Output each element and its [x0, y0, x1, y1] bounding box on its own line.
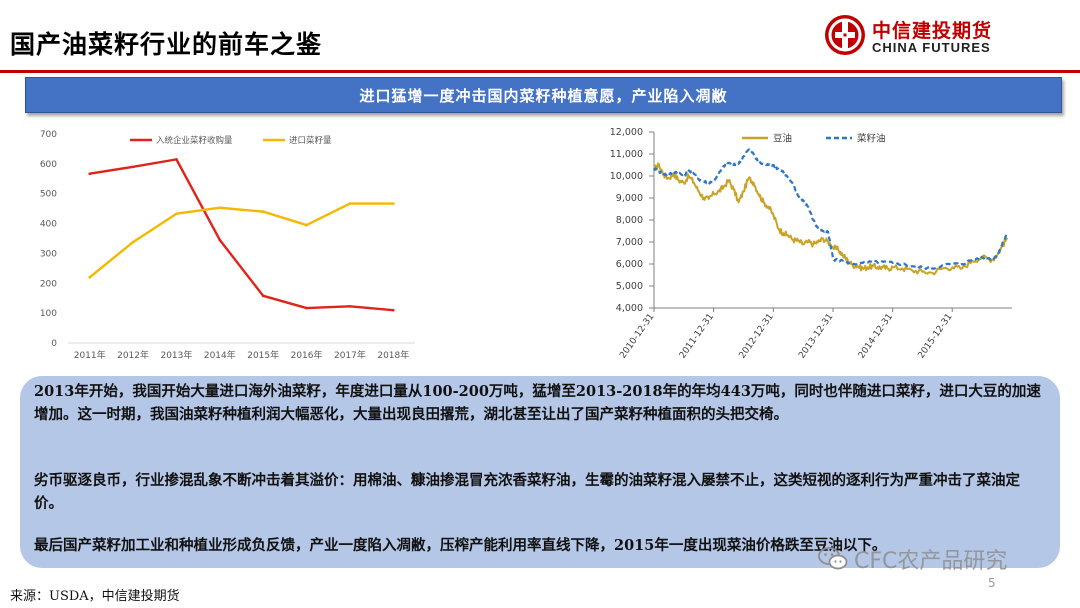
x-tick-label: 2011年: [74, 349, 106, 361]
y-tick-label: 5,000: [616, 281, 643, 292]
data-point: [175, 212, 178, 216]
x-tick-label: 2010-12-31: [618, 312, 656, 361]
x-tick-label: 2014年: [204, 349, 236, 361]
rapeseed-volume-chart: 0 100 200 300 400 500 600 700 2011年 2012年 2013年 201…: [40, 130, 415, 361]
y-tick-label: 100: [40, 309, 57, 319]
data-point: [261, 294, 265, 298]
y-tick-label: 6,000: [616, 259, 643, 270]
x-tick-label: 2015年: [247, 349, 279, 361]
y-tick-label: 11,000: [610, 149, 643, 160]
data-point: [131, 165, 135, 169]
y-tick-label: 400: [40, 220, 57, 230]
oil-price-chart: 4,000 5,000 6,000 7,000 8,000 9,000 10,000 11,0…: [610, 127, 1012, 361]
page-number: 5: [988, 576, 996, 590]
watermark-text: CFC农产品研究: [854, 549, 1008, 574]
y-tick-label: 4,000: [616, 303, 643, 314]
logo-english-name: CHINA FUTURES: [872, 40, 991, 55]
title-divider: [0, 70, 1080, 73]
x-tick-label: 2012-12-31: [738, 312, 776, 361]
data-point: [348, 304, 352, 308]
wechat-icon: [818, 547, 848, 570]
commentary-box: 2013年开始，我国开始大量进口海外油菜籽，年度进口量从100-200万吨，猛增…: [20, 376, 1060, 568]
data-point: [175, 158, 178, 161]
data-point: [348, 202, 352, 205]
source-note: 来源：USDA，中信建投期货: [10, 589, 180, 604]
y-tick-label: 500: [40, 190, 57, 200]
series-line-1: [653, 162, 1009, 276]
data-point: [88, 276, 91, 279]
citic-seal-icon: [825, 15, 865, 55]
legend-label: 豆油: [773, 133, 792, 145]
series-line-2: [88, 202, 394, 279]
series-line-1: [89, 158, 394, 312]
commentary-paragraph-1: 2013年开始，我国开始大量进口海外油菜籽，年度进口量从100-200万吨，猛增…: [34, 383, 1041, 423]
data-point: [305, 223, 308, 227]
y-tick-label: 10,000: [610, 171, 643, 182]
data-point: [392, 202, 395, 205]
x-tick-label: 2016年: [291, 349, 323, 361]
data-point: [392, 308, 395, 312]
x-tick-label: 2013-12-31: [797, 312, 835, 361]
x-tick-label: 2017年: [334, 349, 366, 361]
series-line-2: [653, 148, 1008, 270]
x-tick-label: 2013年: [160, 349, 192, 361]
x-tick-label: 2014-12-31: [857, 312, 895, 361]
section-banner: 进口猛增一度冲击国内菜籽种植意愿，产业陷入凋敝: [25, 77, 1062, 113]
legend-label: 进口菜籽量: [289, 135, 332, 146]
y-tick-label: 700: [40, 130, 57, 140]
data-point: [218, 206, 222, 210]
data-point: [131, 240, 135, 244]
commentary-paragraph-2: 劣币驱逐良币，行业掺混乱象不断冲击着其溢价：用棉油、糠油掺混冒充浓香菜籽油，生霉…: [34, 472, 1020, 512]
data-point: [261, 210, 265, 213]
banner-text: 进口猛增一度冲击国内菜籽种植意愿，产业陷入凋敝: [359, 86, 728, 105]
data-point: [88, 172, 91, 176]
y-tick-label: 7,000: [616, 237, 643, 248]
data-point: [218, 238, 222, 242]
x-tick-label: 2018年: [377, 349, 409, 361]
y-tick-label: 600: [40, 160, 57, 170]
y-tick-label: 300: [40, 249, 57, 259]
y-tick-label: 200: [40, 279, 57, 289]
x-tick-label: 2011-12-31: [678, 312, 716, 361]
x-tick-label: 2012年: [117, 349, 149, 361]
company-logo: 中信建投期货 CHINA FUTURES: [824, 14, 1064, 60]
y-tick-label: 8,000: [616, 215, 643, 226]
watermark: CFC农产品研究: [818, 543, 1007, 575]
commentary-paragraph-3: 最后国产菜籽加工业和种植业形成负反馈，产业一度陷入凋敝，压榨产能利用率直线下降，…: [34, 537, 887, 554]
data-point: [305, 306, 308, 310]
logo-chinese-name: 中信建投期货: [872, 20, 993, 42]
legend-label: 入统企业菜籽收购量: [156, 135, 233, 146]
y-tick-label: 0: [51, 339, 57, 349]
x-tick-label: 2015-12-31: [916, 312, 954, 361]
page-title: 国产油菜籽行业的前车之鉴: [10, 30, 323, 59]
legend-label: 菜籽油: [857, 133, 886, 145]
y-tick-label: 12,000: [610, 127, 643, 138]
y-tick-label: 9,000: [616, 193, 643, 204]
